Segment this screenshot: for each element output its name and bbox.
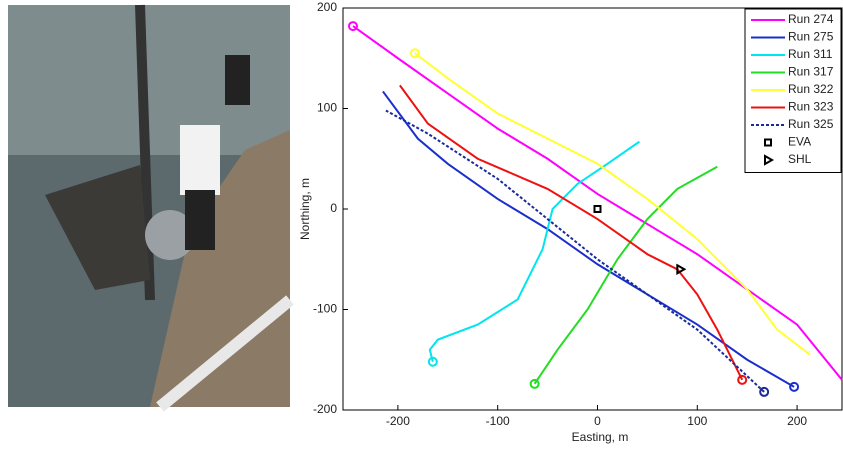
legend-label: Run 275 (788, 30, 834, 44)
x-tick-label: -200 (386, 414, 410, 428)
x-tick-label: -100 (486, 414, 510, 428)
start-marker (347, 21, 358, 32)
y-tick-label: 0 (330, 201, 337, 215)
person-legs (185, 190, 215, 250)
legend-label: Run 317 (788, 65, 834, 79)
frame (45, 165, 150, 290)
run-line (414, 52, 811, 356)
buoy (145, 210, 195, 260)
marker-triangle (676, 263, 687, 276)
start-marker (427, 356, 438, 367)
run-line (533, 165, 718, 385)
y-tick-label: 100 (317, 101, 337, 115)
legend-label: Run 274 (788, 12, 834, 26)
marker-triangle (764, 154, 775, 166)
legend-label: Run 325 (788, 117, 834, 131)
marker-square (593, 205, 602, 213)
start-marker (529, 378, 540, 389)
start-marker (409, 48, 420, 59)
y-tick-label: -100 (313, 302, 337, 316)
legend-label: SHL (788, 152, 812, 166)
x-tick-label: 100 (687, 414, 707, 428)
x-tick-label: 0 (594, 414, 601, 428)
x-tick-label: 200 (787, 414, 807, 428)
deck (150, 130, 290, 407)
legend-label: Run 311 (788, 47, 833, 61)
start-marker (789, 381, 800, 392)
y-tick-label: -200 (313, 402, 337, 416)
mast (135, 4, 155, 301)
y-axis-label: Northing, m (298, 178, 312, 240)
run-line (428, 140, 640, 363)
x-axis-label: Easting, m (572, 430, 629, 444)
chart: Easting, m Northing, m -200 -100 0 100 200 -2… (298, 0, 843, 444)
start-marker (759, 386, 770, 397)
photo (8, 4, 294, 412)
legend-label: Run 322 (788, 82, 834, 96)
run-line (399, 84, 744, 381)
marker-square (764, 138, 772, 147)
run-line (385, 109, 765, 393)
legend-label: Run 323 (788, 100, 834, 114)
person (180, 125, 220, 195)
railing (156, 295, 294, 412)
y-tick-label: 200 (317, 0, 337, 14)
start-marker (737, 374, 748, 385)
run-line (382, 90, 795, 388)
run-line (352, 25, 843, 381)
legend-label: EVA (788, 135, 811, 149)
person-2 (225, 55, 250, 105)
